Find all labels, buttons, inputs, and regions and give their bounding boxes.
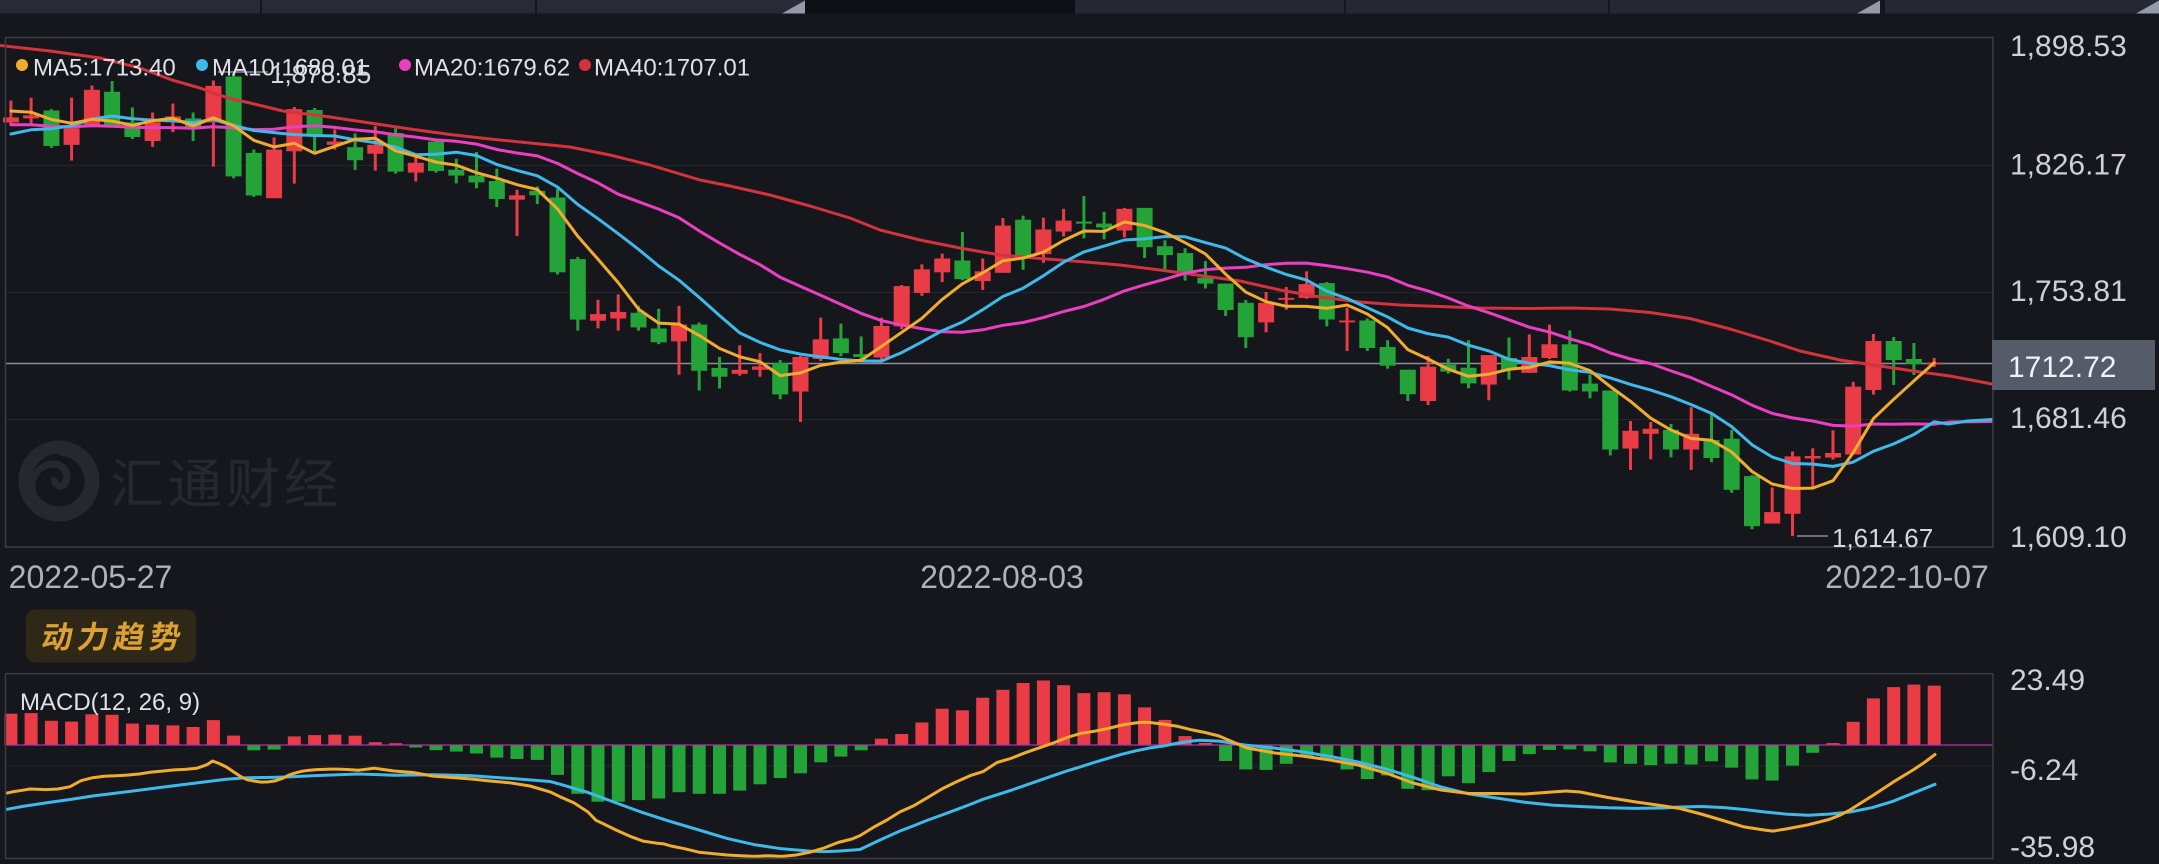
svg-text:1712.72: 1712.72	[2008, 351, 2116, 384]
svg-text:2022-08-03: 2022-08-03	[920, 559, 1084, 595]
svg-text:1,826.17: 1,826.17	[2010, 149, 2127, 182]
svg-text:1,609.10: 1,609.10	[2010, 521, 2127, 554]
svg-text:-35.98: -35.98	[2010, 831, 2095, 864]
svg-text:1,753.81: 1,753.81	[2010, 275, 2127, 308]
svg-text:MA5:1713.40: MA5:1713.40	[33, 55, 176, 82]
svg-text:1,878.85: 1,878.85	[270, 59, 371, 89]
svg-text:1,614.67: 1,614.67	[1832, 523, 1933, 553]
svg-text:2022-10-07: 2022-10-07	[1825, 559, 1989, 595]
svg-text:2022-05-27: 2022-05-27	[9, 559, 173, 595]
svg-text:MA20:1679.62: MA20:1679.62	[414, 55, 570, 82]
svg-text:MA10:1680.01: MA10:1680.01	[212, 55, 368, 82]
svg-text:1,681.46: 1,681.46	[2010, 402, 2127, 435]
svg-text:MA40:1707.01: MA40:1707.01	[594, 55, 750, 82]
svg-text:-6.24: -6.24	[2010, 754, 2078, 787]
svg-text:MACD(12, 26, 9): MACD(12, 26, 9)	[20, 689, 200, 716]
svg-text:23.49: 23.49	[2010, 664, 2085, 697]
svg-text:1,898.53: 1,898.53	[2010, 30, 2127, 63]
